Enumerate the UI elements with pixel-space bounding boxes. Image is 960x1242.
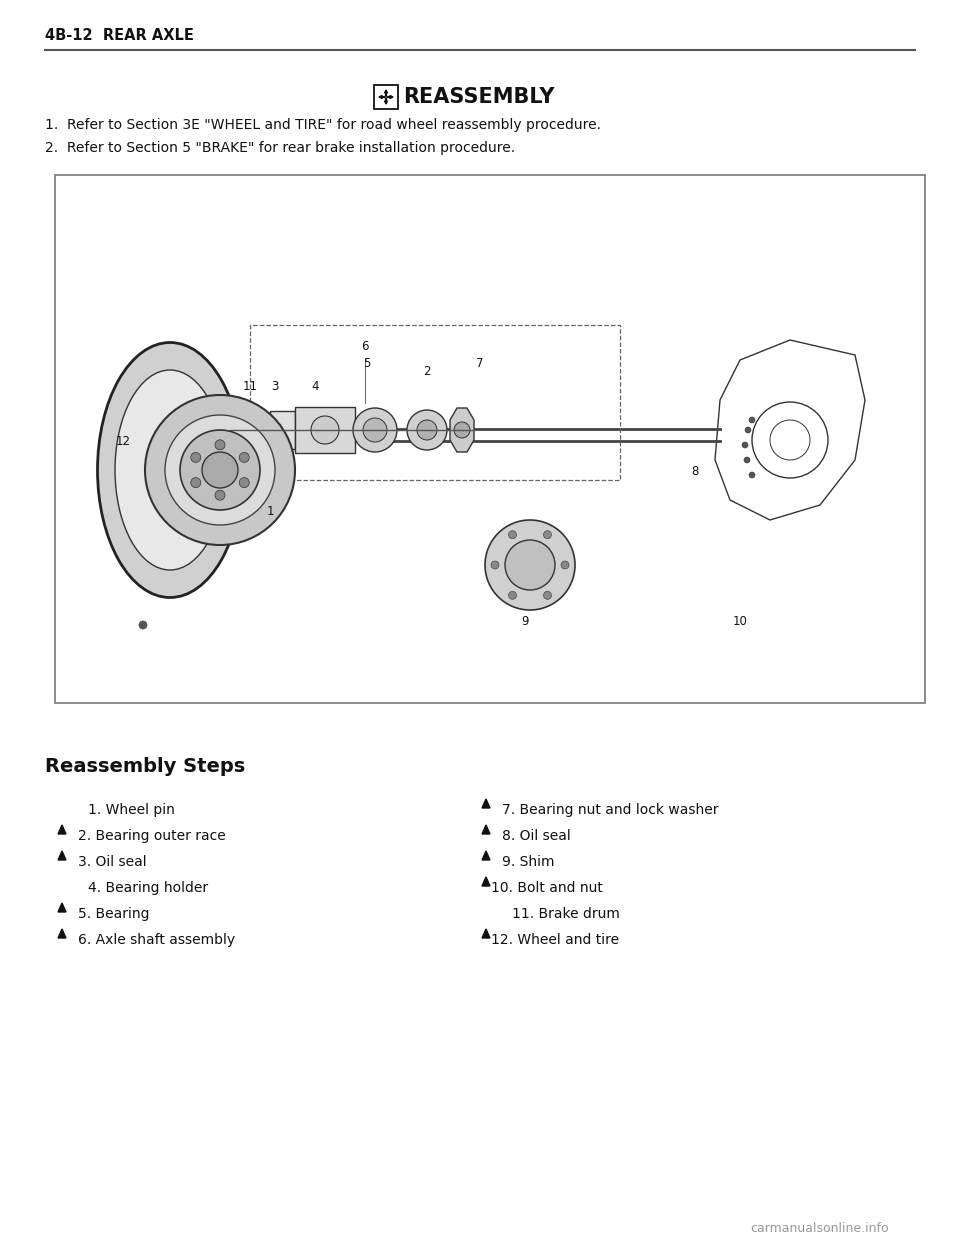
Circle shape: [417, 420, 437, 440]
Circle shape: [180, 430, 260, 510]
Text: 6. Axle shaft assembly: 6. Axle shaft assembly: [78, 933, 235, 946]
Text: 3. Oil seal: 3. Oil seal: [78, 854, 147, 869]
Text: Reassembly Steps: Reassembly Steps: [45, 758, 245, 776]
Circle shape: [749, 417, 755, 424]
Circle shape: [239, 478, 250, 488]
Circle shape: [191, 452, 201, 462]
Text: carmanualsonline.info: carmanualsonline.info: [750, 1221, 889, 1235]
Circle shape: [215, 440, 225, 450]
Polygon shape: [482, 799, 490, 809]
Circle shape: [202, 452, 238, 488]
Polygon shape: [482, 929, 490, 938]
Text: 7. Bearing nut and lock washer: 7. Bearing nut and lock washer: [502, 804, 718, 817]
Text: 1. Wheel pin: 1. Wheel pin: [88, 804, 175, 817]
Text: 3: 3: [272, 380, 278, 392]
Text: 11. Brake drum: 11. Brake drum: [512, 907, 620, 922]
Circle shape: [311, 416, 339, 443]
Text: 6: 6: [361, 340, 369, 353]
Text: 1: 1: [266, 505, 274, 518]
Polygon shape: [58, 903, 66, 912]
FancyArrow shape: [385, 89, 388, 96]
Polygon shape: [482, 825, 490, 833]
Circle shape: [509, 591, 516, 600]
Text: 12. Wheel and tire: 12. Wheel and tire: [491, 933, 619, 946]
FancyArrow shape: [387, 96, 393, 98]
Text: 2: 2: [423, 365, 431, 378]
Circle shape: [191, 478, 201, 488]
Text: 1.  Refer to Section 3E "WHEEL and TIRE" for road wheel reassembly procedure.: 1. Refer to Section 3E "WHEEL and TIRE" …: [45, 118, 601, 132]
Circle shape: [749, 472, 755, 478]
Text: 12: 12: [115, 435, 131, 448]
Ellipse shape: [98, 343, 243, 597]
Text: 11: 11: [243, 380, 257, 392]
Circle shape: [363, 419, 387, 442]
Circle shape: [485, 520, 575, 610]
Circle shape: [745, 427, 751, 433]
Bar: [250, 325, 620, 479]
Text: 8. Oil seal: 8. Oil seal: [502, 828, 571, 843]
Polygon shape: [58, 825, 66, 833]
FancyArrow shape: [379, 96, 385, 98]
Bar: [270, 411, 295, 450]
Circle shape: [407, 410, 447, 450]
Text: 2. Bearing outer race: 2. Bearing outer race: [78, 828, 226, 843]
Circle shape: [505, 540, 555, 590]
Circle shape: [165, 415, 275, 525]
FancyArrow shape: [385, 98, 388, 104]
Text: 4. Bearing holder: 4. Bearing holder: [88, 881, 208, 895]
Text: 8: 8: [691, 465, 699, 478]
Text: 10. Bolt and nut: 10. Bolt and nut: [491, 881, 603, 895]
Circle shape: [215, 491, 225, 501]
Circle shape: [139, 621, 147, 628]
Circle shape: [744, 457, 750, 463]
Circle shape: [509, 530, 516, 539]
Polygon shape: [450, 409, 474, 452]
Polygon shape: [58, 851, 66, 859]
Bar: [374, 84, 398, 109]
Bar: [295, 407, 355, 453]
Polygon shape: [482, 851, 490, 859]
Circle shape: [742, 442, 748, 448]
Text: 10: 10: [732, 615, 748, 628]
Ellipse shape: [115, 370, 225, 570]
Text: 2.  Refer to Section 5 "BRAKE" for rear brake installation procedure.: 2. Refer to Section 5 "BRAKE" for rear b…: [45, 142, 516, 155]
Circle shape: [353, 409, 397, 452]
Polygon shape: [58, 929, 66, 938]
Text: 4B-12  REAR AXLE: 4B-12 REAR AXLE: [45, 27, 194, 42]
Circle shape: [561, 561, 569, 569]
Text: 5: 5: [363, 356, 371, 370]
Circle shape: [543, 591, 551, 600]
Polygon shape: [482, 877, 490, 886]
Text: 4: 4: [311, 380, 319, 392]
Text: 7: 7: [476, 356, 484, 370]
Circle shape: [454, 422, 470, 438]
Circle shape: [145, 395, 295, 545]
Circle shape: [543, 530, 551, 539]
Text: 9. Shim: 9. Shim: [502, 854, 555, 869]
Circle shape: [491, 561, 499, 569]
Bar: [55, 175, 925, 703]
Text: 9: 9: [521, 615, 529, 628]
Text: 5. Bearing: 5. Bearing: [78, 907, 150, 922]
Text: REASSEMBLY: REASSEMBLY: [403, 87, 555, 107]
Circle shape: [239, 452, 250, 462]
